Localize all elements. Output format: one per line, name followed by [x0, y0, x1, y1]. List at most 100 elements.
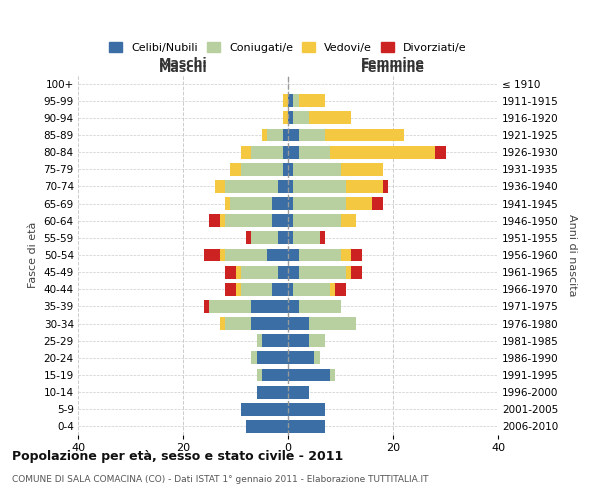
Bar: [288, 128, 299, 141]
Bar: [330, 283, 335, 296]
Bar: [288, 317, 309, 330]
Bar: [288, 146, 299, 158]
Y-axis label: Anni di nascita: Anni di nascita: [567, 214, 577, 296]
Bar: [272, 197, 288, 210]
Bar: [299, 266, 346, 278]
Bar: [220, 317, 225, 330]
Bar: [335, 283, 346, 296]
Bar: [293, 112, 309, 124]
Bar: [314, 352, 320, 364]
Bar: [299, 146, 330, 158]
Bar: [330, 368, 335, 382]
Bar: [288, 112, 293, 124]
Bar: [293, 214, 341, 227]
Bar: [251, 352, 257, 364]
Bar: [225, 317, 251, 330]
Bar: [293, 232, 320, 244]
Bar: [288, 300, 299, 313]
Bar: [288, 163, 293, 175]
Bar: [209, 214, 220, 227]
Bar: [383, 180, 388, 193]
Bar: [246, 420, 288, 433]
Bar: [251, 232, 277, 244]
Text: Femmine: Femmine: [361, 62, 425, 75]
Bar: [293, 283, 330, 296]
Bar: [346, 197, 372, 210]
Bar: [435, 146, 445, 158]
Bar: [209, 300, 251, 313]
Bar: [309, 334, 325, 347]
Bar: [241, 163, 283, 175]
Bar: [204, 248, 220, 262]
Bar: [299, 248, 341, 262]
Bar: [220, 214, 225, 227]
Bar: [299, 300, 341, 313]
Bar: [283, 146, 288, 158]
Bar: [293, 163, 341, 175]
Bar: [235, 266, 241, 278]
Bar: [320, 232, 325, 244]
Text: Maschi: Maschi: [158, 57, 208, 70]
Bar: [277, 232, 288, 244]
Bar: [293, 180, 346, 193]
Bar: [293, 197, 346, 210]
Bar: [225, 214, 272, 227]
Bar: [230, 197, 272, 210]
Bar: [288, 248, 299, 262]
Bar: [288, 283, 293, 296]
Bar: [288, 352, 314, 364]
Text: Popolazione per età, sesso e stato civile - 2011: Popolazione per età, sesso e stato civil…: [12, 450, 343, 463]
Bar: [293, 94, 299, 107]
Y-axis label: Fasce di età: Fasce di età: [28, 222, 38, 288]
Bar: [262, 368, 288, 382]
Bar: [251, 317, 288, 330]
Bar: [341, 214, 356, 227]
Bar: [288, 403, 325, 415]
Bar: [262, 334, 288, 347]
Bar: [272, 283, 288, 296]
Bar: [283, 94, 288, 107]
Bar: [225, 180, 277, 193]
Bar: [309, 112, 351, 124]
Bar: [351, 248, 361, 262]
Bar: [220, 248, 225, 262]
Bar: [346, 266, 351, 278]
Bar: [257, 352, 288, 364]
Bar: [346, 180, 383, 193]
Bar: [288, 180, 293, 193]
Bar: [230, 163, 241, 175]
Bar: [372, 197, 383, 210]
Bar: [283, 163, 288, 175]
Text: Femmine: Femmine: [361, 57, 425, 70]
Bar: [283, 128, 288, 141]
Bar: [325, 128, 404, 141]
Bar: [225, 283, 235, 296]
Bar: [288, 232, 293, 244]
Bar: [241, 403, 288, 415]
Bar: [241, 283, 272, 296]
Bar: [257, 334, 262, 347]
Bar: [225, 266, 235, 278]
Bar: [251, 300, 288, 313]
Bar: [341, 163, 383, 175]
Bar: [241, 146, 251, 158]
Text: COMUNE DI SALA COMACINA (CO) - Dati ISTAT 1° gennaio 2011 - Elaborazione TUTTITA: COMUNE DI SALA COMACINA (CO) - Dati ISTA…: [12, 475, 428, 484]
Bar: [309, 317, 356, 330]
Bar: [277, 180, 288, 193]
Bar: [288, 266, 299, 278]
Bar: [288, 386, 309, 398]
Bar: [299, 128, 325, 141]
Legend: Celibi/Nubili, Coniugati/e, Vedovi/e, Divorziati/e: Celibi/Nubili, Coniugati/e, Vedovi/e, Di…: [105, 38, 471, 57]
Bar: [215, 180, 225, 193]
Bar: [351, 266, 361, 278]
Bar: [288, 368, 330, 382]
Bar: [277, 266, 288, 278]
Bar: [288, 94, 293, 107]
Bar: [241, 266, 277, 278]
Text: Maschi: Maschi: [158, 62, 208, 75]
Bar: [299, 94, 325, 107]
Bar: [330, 146, 435, 158]
Bar: [341, 248, 351, 262]
Bar: [272, 214, 288, 227]
Bar: [288, 197, 293, 210]
